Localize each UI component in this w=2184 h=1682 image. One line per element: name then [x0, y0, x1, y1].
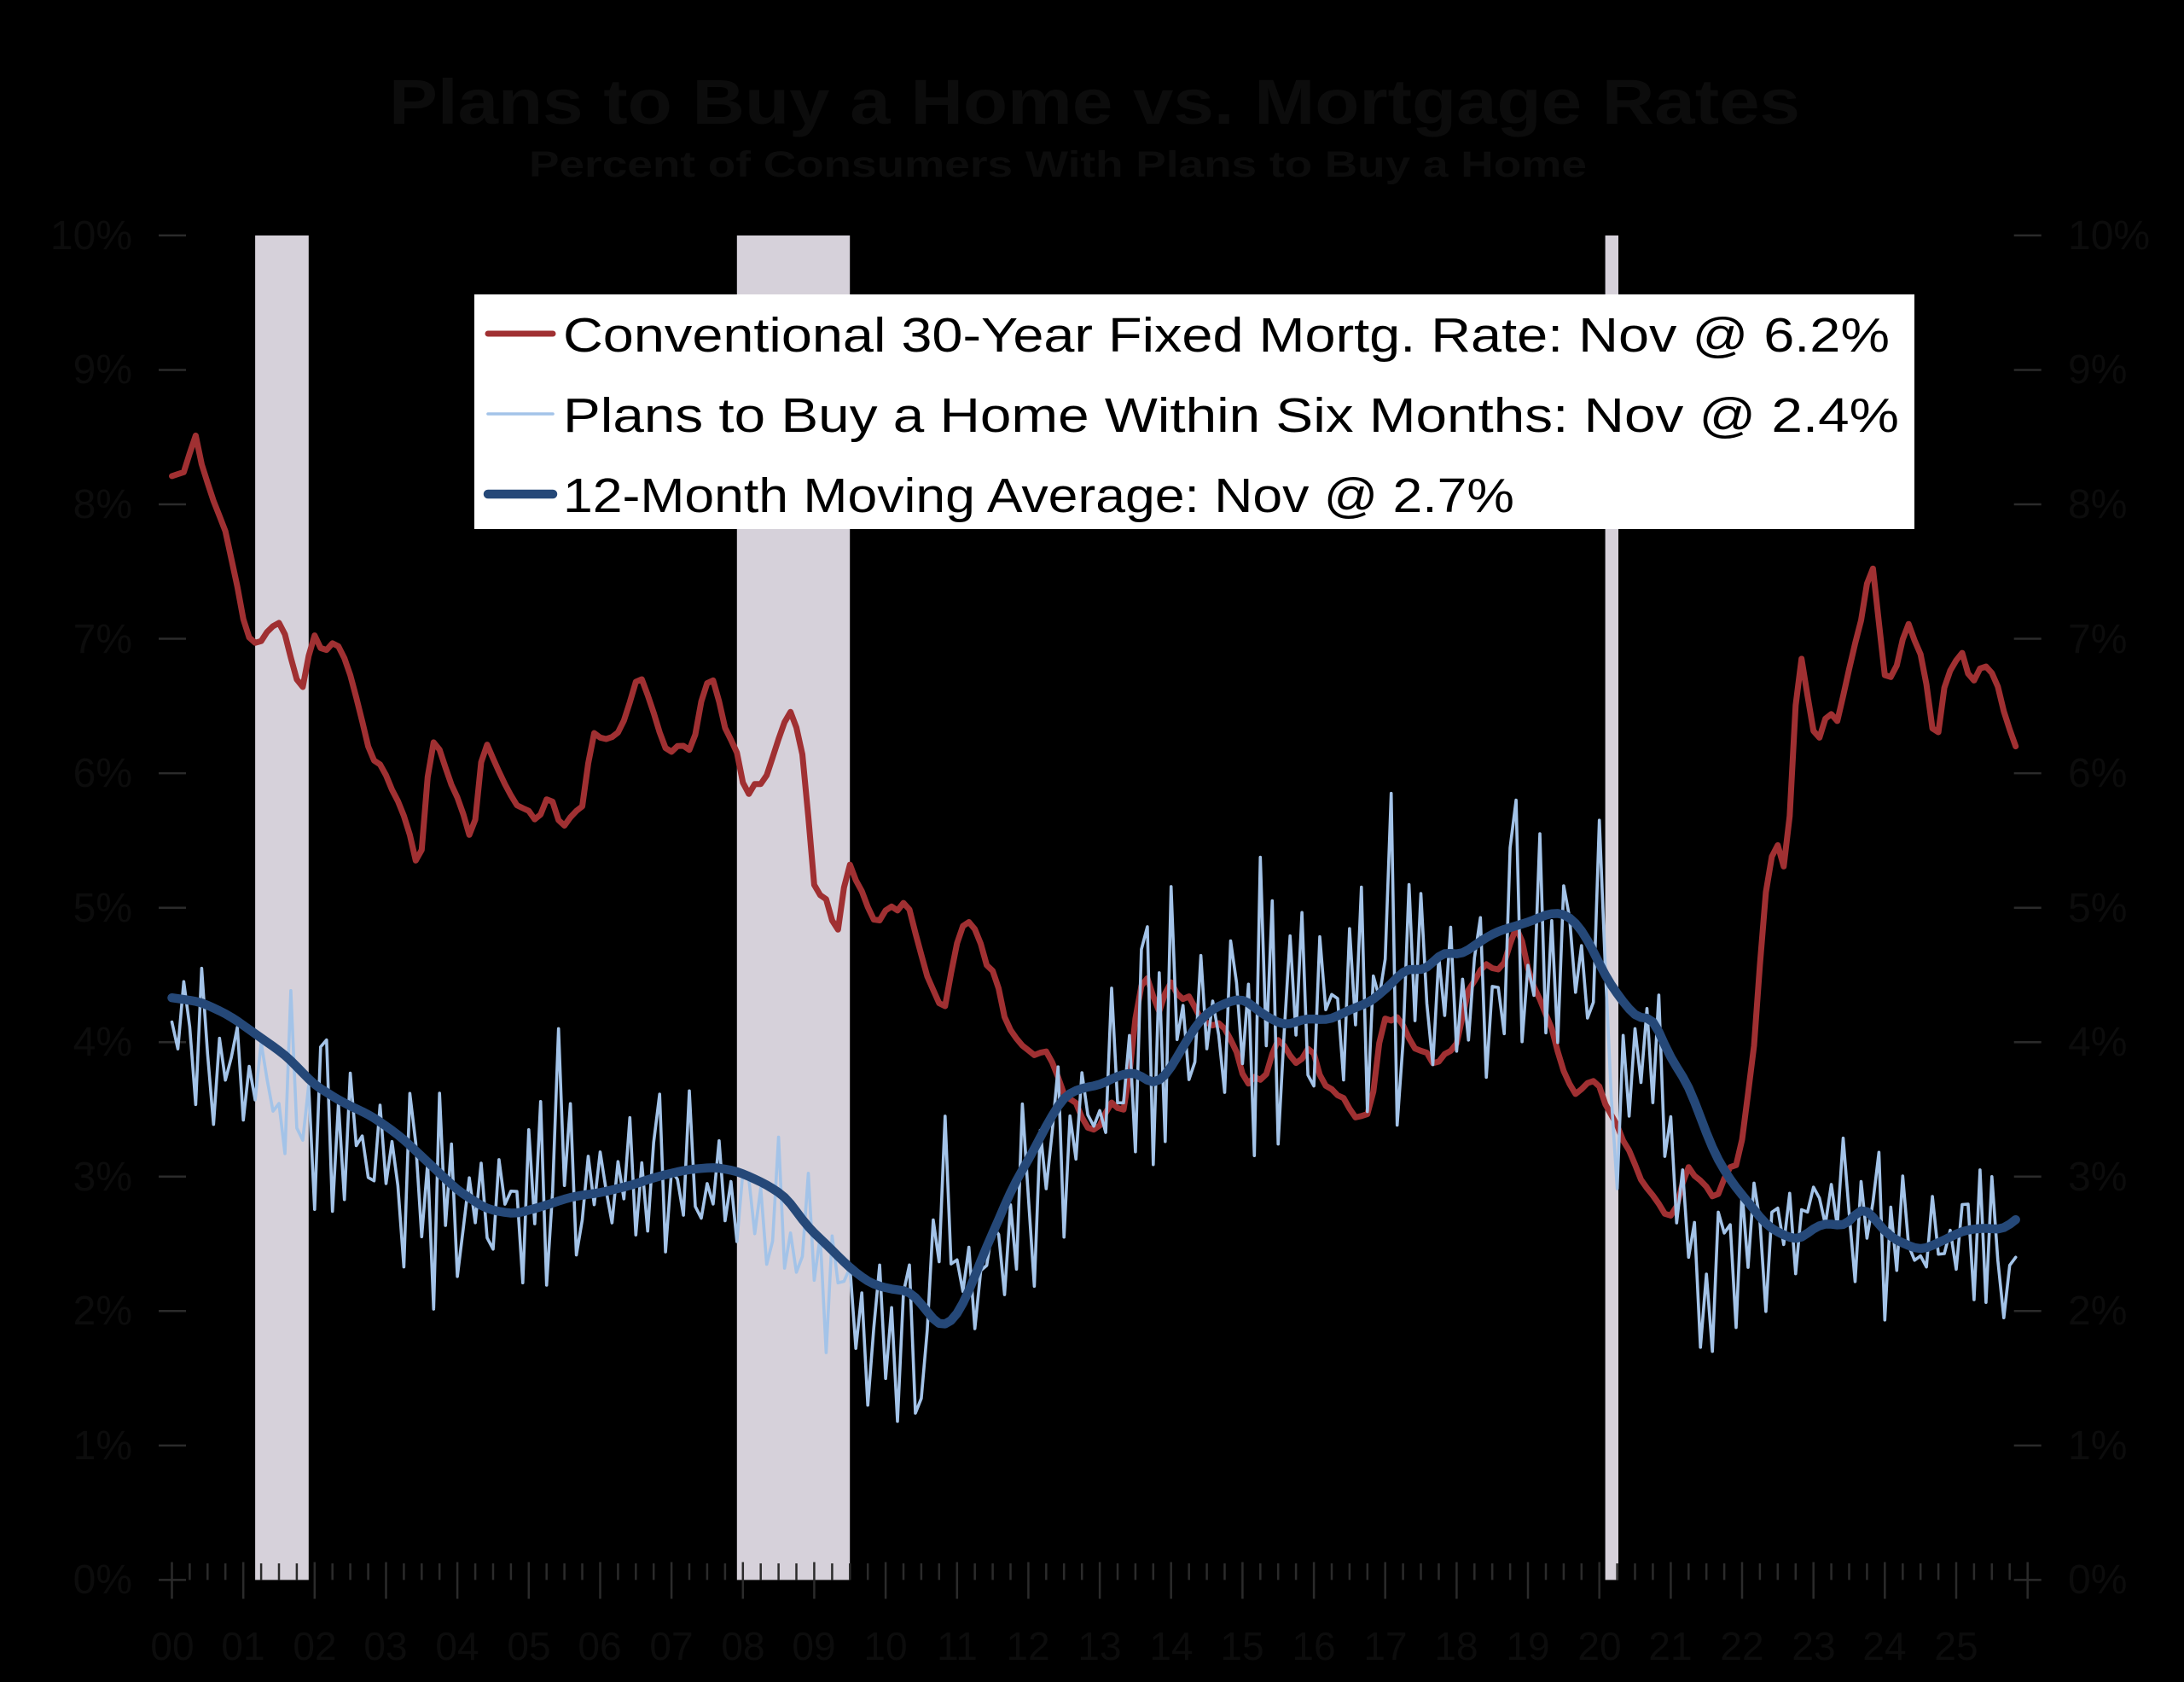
svg-text:05: 05	[507, 1624, 550, 1668]
svg-text:7%: 7%	[73, 617, 132, 662]
svg-text:1%: 1%	[2068, 1423, 2127, 1469]
svg-text:2%: 2%	[2068, 1289, 2127, 1334]
svg-text:10: 10	[863, 1624, 907, 1668]
svg-text:12: 12	[1006, 1624, 1049, 1668]
svg-text:9%: 9%	[73, 347, 132, 393]
svg-text:3%: 3%	[2068, 1155, 2127, 1200]
svg-text:4%: 4%	[2068, 1020, 2127, 1065]
svg-text:21: 21	[1648, 1624, 1692, 1668]
svg-text:18: 18	[1434, 1624, 1478, 1668]
svg-text:16: 16	[1292, 1624, 1335, 1668]
svg-text:06: 06	[578, 1624, 621, 1668]
svg-text:25: 25	[1934, 1624, 1978, 1668]
svg-text:01: 01	[221, 1624, 264, 1668]
svg-text:20: 20	[1577, 1624, 1621, 1668]
svg-text:00: 00	[150, 1624, 194, 1668]
svg-text:15: 15	[1220, 1624, 1263, 1668]
svg-text:Percent of Consumers With Plan: Percent of Consumers With Plans to Buy a…	[529, 144, 1587, 185]
svg-text:10%: 10%	[2068, 213, 2150, 259]
svg-text:19: 19	[1506, 1624, 1549, 1668]
svg-text:3%: 3%	[73, 1155, 132, 1200]
svg-text:23: 23	[1792, 1624, 1835, 1668]
svg-text:07: 07	[649, 1624, 693, 1668]
svg-text:08: 08	[721, 1624, 764, 1668]
svg-text:03: 03	[363, 1624, 407, 1668]
svg-text:04: 04	[435, 1624, 479, 1668]
svg-text:11: 11	[937, 1624, 978, 1668]
svg-text:5%: 5%	[73, 886, 132, 931]
svg-text:22: 22	[1720, 1624, 1763, 1668]
svg-text:6%: 6%	[73, 751, 132, 796]
svg-text:13: 13	[1077, 1624, 1121, 1668]
svg-text:17: 17	[1363, 1624, 1407, 1668]
svg-text:1%: 1%	[73, 1423, 132, 1469]
svg-text:Plans to Buy a Home vs. Mortga: Plans to Buy a Home vs. Mortgage Rates	[389, 67, 1800, 137]
svg-text:02: 02	[293, 1624, 336, 1668]
svg-text:7%: 7%	[2068, 617, 2127, 662]
svg-text:6%: 6%	[2068, 751, 2127, 796]
svg-text:24: 24	[1862, 1624, 1906, 1668]
svg-text:8%: 8%	[2068, 482, 2127, 527]
svg-text:14: 14	[1149, 1624, 1193, 1668]
svg-text:Plans to Buy a Home Within Six: Plans to Buy a Home Within Six Months: N…	[563, 388, 1899, 443]
svg-text:0%: 0%	[2068, 1557, 2127, 1603]
svg-text:2%: 2%	[73, 1289, 132, 1334]
svg-text:12-Month Moving Average: Nov @: 12-Month Moving Average: Nov @ 2.7%	[563, 469, 1514, 523]
svg-text:5%: 5%	[2068, 886, 2127, 931]
svg-text:09: 09	[792, 1624, 835, 1668]
svg-text:4%: 4%	[73, 1020, 132, 1065]
svg-text:9%: 9%	[2068, 347, 2127, 393]
svg-text:Conventional 30-Year Fixed Mor: Conventional 30-Year Fixed Mortg. Rate: …	[563, 308, 1890, 363]
svg-text:0%: 0%	[73, 1557, 132, 1603]
svg-text:10%: 10%	[50, 213, 132, 259]
svg-text:8%: 8%	[73, 482, 132, 527]
